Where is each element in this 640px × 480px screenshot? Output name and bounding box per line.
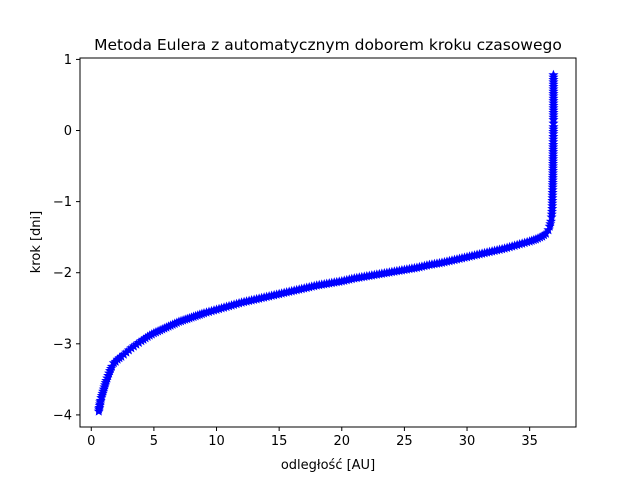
x-tick-label: 25 xyxy=(396,434,413,449)
x-axis-label: odległość [AU] xyxy=(281,458,375,473)
x-tick-label: 15 xyxy=(271,434,288,449)
y-tick-label: 0 xyxy=(64,124,72,139)
x-tick-label: 0 xyxy=(87,434,95,449)
y-axis-label: krok [dni] xyxy=(29,211,44,273)
x-tick-label: 5 xyxy=(150,434,158,449)
y-tick-label: −1 xyxy=(53,195,72,210)
x-tick-label: 30 xyxy=(459,434,476,449)
y-tick-label: −4 xyxy=(53,408,72,423)
x-tick-label: 10 xyxy=(208,434,225,449)
chart-title: Metoda Eulera z automatycznym doborem kr… xyxy=(94,36,562,54)
y-tick-label: −3 xyxy=(53,337,72,352)
data-point xyxy=(548,69,559,80)
y-tick-label: 1 xyxy=(64,53,72,68)
x-tick-label: 20 xyxy=(334,434,351,449)
data-point xyxy=(548,118,559,128)
data-points xyxy=(93,69,559,416)
x-axis-ticks: 0 5 10 15 20 25 30 35 xyxy=(87,427,538,449)
y-axis-ticks: −4 −3 −2 −1 0 1 xyxy=(53,53,80,423)
data-point xyxy=(548,121,559,132)
y-tick-label: −2 xyxy=(53,266,72,281)
plot-frame xyxy=(79,57,577,428)
x-tick-label: 35 xyxy=(521,434,538,449)
